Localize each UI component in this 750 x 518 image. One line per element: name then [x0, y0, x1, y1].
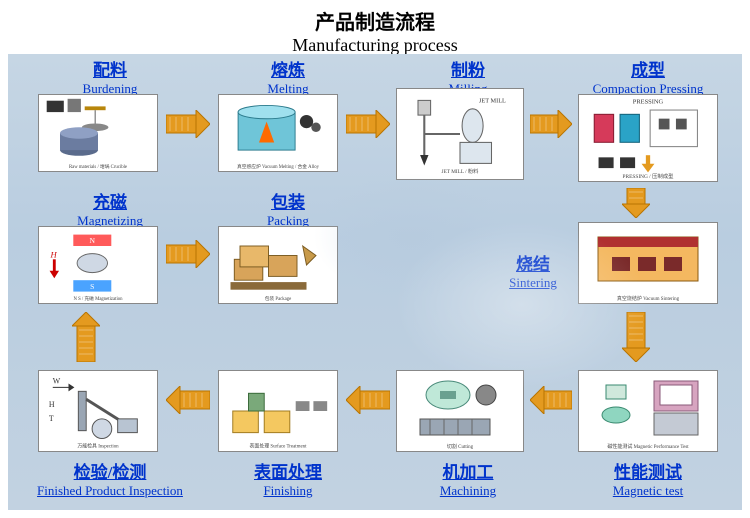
flow-arrow — [622, 188, 650, 218]
svg-text:真空烧结炉 Vacuum Sintering: 真空烧结炉 Vacuum Sintering — [617, 295, 680, 302]
step-box-pressing: PRESSING PRESSING / 压制成型 — [578, 94, 718, 182]
svg-text:真空感应炉 Vacuum Melting / 合金 Allo: 真空感应炉 Vacuum Melting / 合金 Alloy — [237, 163, 320, 170]
svg-text:包装 Package: 包装 Package — [265, 295, 292, 302]
step-label-cn: 表面处理 — [208, 458, 368, 483]
step-box-burdening: Raw materials / 坩埚 Crucible — [38, 94, 158, 172]
step-label-inspection: 检验/检测Finished Product Inspection — [30, 458, 190, 499]
step-label-cn: 配料 — [30, 56, 190, 81]
process-canvas: 配料Burdening Raw materials / 坩埚 Crucible 熔… — [8, 54, 742, 510]
step-label-cn: 制粉 — [388, 56, 548, 81]
step-label-en: Machining — [388, 483, 548, 499]
flow-arrow — [530, 386, 572, 414]
step-label-cn: 检验/检测 — [30, 458, 190, 483]
step-label-cn: 性能测试 — [568, 458, 728, 483]
svg-text:H: H — [50, 249, 58, 259]
svg-text:万能检具 Inspection: 万能检具 Inspection — [77, 442, 119, 449]
step-label-en: Finishing — [208, 483, 368, 499]
step-box-magnetizing: N S H N S / 充磁 Magnetization — [38, 226, 158, 304]
title-cn: 产品制造流程 — [0, 6, 750, 35]
flow-arrow — [530, 110, 572, 138]
svg-text:JET MILL / 粉料: JET MILL / 粉料 — [442, 167, 480, 175]
flow-arrow — [346, 110, 390, 138]
step-label-cn: 充磁 — [30, 188, 190, 213]
flow-arrow — [166, 240, 210, 268]
step-label-sintering: 烧结Sintering — [488, 250, 578, 291]
step-label-finishing: 表面处理Finishing — [208, 458, 368, 499]
step-label-cn: 包装 — [208, 188, 368, 213]
svg-text:磁性能测试 Magnetic Performance Tes: 磁性能测试 Magnetic Performance Test — [607, 443, 689, 450]
step-label-machining: 机加工Machining — [388, 458, 548, 499]
svg-text:N S / 充磁 Magnetization: N S / 充磁 Magnetization — [73, 295, 123, 302]
svg-text:S: S — [90, 282, 94, 291]
svg-text:切割 Cutting: 切割 Cutting — [447, 443, 474, 450]
svg-text:JET MILL: JET MILL — [479, 98, 506, 105]
svg-text:N: N — [90, 236, 96, 245]
step-box-milling: JET MILL JET MILL / 粉料 — [396, 88, 524, 180]
step-label-cn: 成型 — [568, 56, 728, 81]
flow-arrow — [166, 386, 210, 414]
svg-text:表面处理 Surface Treatment: 表面处理 Surface Treatment — [250, 442, 308, 449]
flow-arrow — [346, 386, 390, 414]
step-label-melting: 熔炼Melting — [208, 56, 368, 97]
step-label-en: Finished Product Inspection — [30, 483, 190, 499]
step-box-machining: 切割 Cutting — [396, 370, 524, 452]
svg-text:W: W — [53, 376, 61, 385]
step-label-magnetizing: 充磁Magnetizing — [30, 188, 190, 229]
step-label-cn: 烧结 — [488, 250, 578, 275]
step-box-melting: 真空感应炉 Vacuum Melting / 合金 Alloy — [218, 94, 338, 172]
step-label-pressing: 成型Compaction Pressing — [568, 56, 728, 97]
step-box-magtest: 磁性能测试 Magnetic Performance Test — [578, 370, 718, 452]
step-box-inspection: W H T 万能检具 Inspection — [38, 370, 158, 452]
flow-arrow — [166, 110, 210, 138]
flow-arrow — [72, 312, 100, 362]
step-label-burdening: 配料Burdening — [30, 56, 190, 97]
step-label-en: Sintering — [488, 275, 578, 291]
flow-arrow — [622, 312, 650, 362]
title-block: 产品制造流程 Manufacturing process — [0, 0, 750, 60]
title-en: Manufacturing process — [0, 35, 750, 56]
step-label-cn: 机加工 — [388, 458, 548, 483]
svg-text:PRESSING: PRESSING — [633, 99, 664, 106]
step-box-packing: 包装 Package — [218, 226, 338, 304]
step-box-finishing: 表面处理 Surface Treatment — [218, 370, 338, 452]
step-label-en: Magnetic test — [568, 483, 728, 499]
svg-text:T: T — [49, 414, 54, 423]
svg-text:Raw materials / 坩埚 Crucible: Raw materials / 坩埚 Crucible — [69, 163, 127, 170]
step-label-magtest: 性能测试Magnetic test — [568, 458, 728, 499]
svg-text:H: H — [49, 400, 55, 409]
step-label-cn: 熔炼 — [208, 56, 368, 81]
step-label-packing: 包装Packing — [208, 188, 368, 229]
svg-text:PRESSING / 压制成型: PRESSING / 压制成型 — [623, 172, 675, 180]
step-box-sintering: 真空烧结炉 Vacuum Sintering — [578, 222, 718, 304]
